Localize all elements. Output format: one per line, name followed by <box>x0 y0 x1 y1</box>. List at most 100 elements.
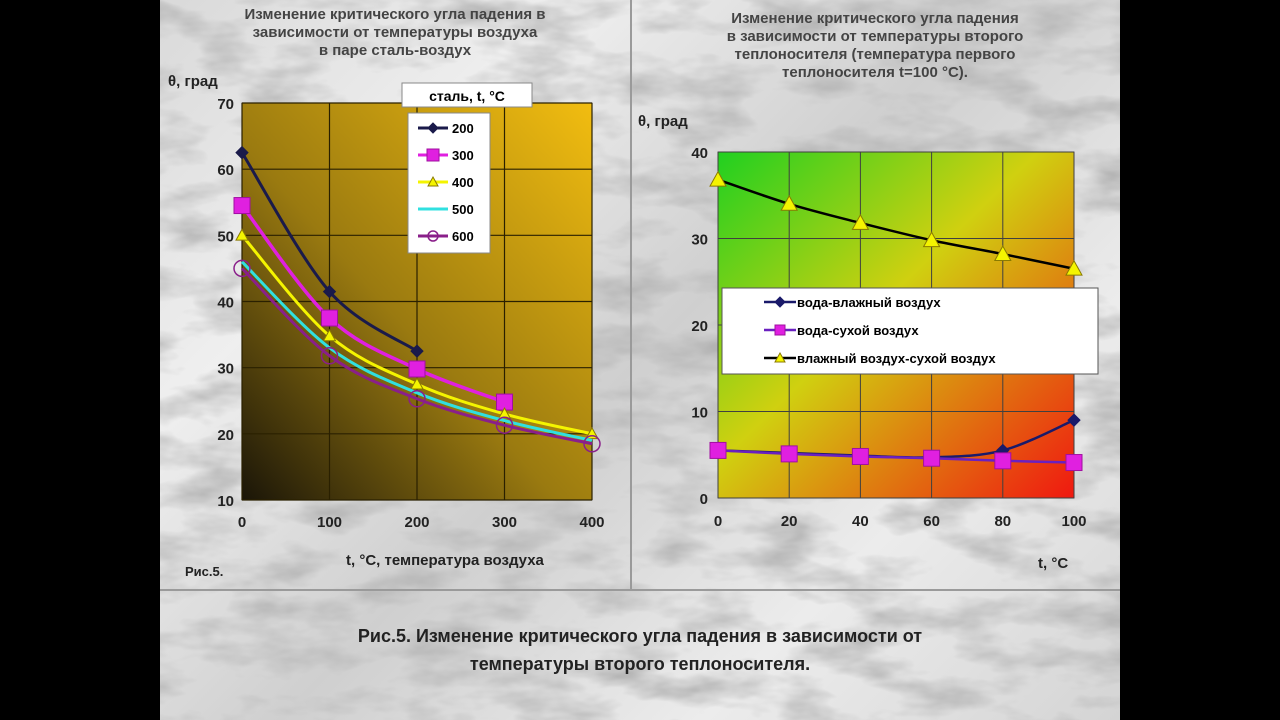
data-point <box>408 390 426 408</box>
x-tick-label: 400 <box>579 514 604 531</box>
y-tick-label: 70 <box>217 96 234 113</box>
series-200 <box>235 145 424 358</box>
left-title-line-3: в паре сталь-воздух <box>318 42 472 59</box>
legend-entry: 400 <box>452 175 474 190</box>
legend-entry: 300 <box>452 148 474 163</box>
legend-entry: 200 <box>452 121 474 136</box>
x-tick-label: 100 <box>317 514 342 531</box>
data-point <box>851 447 869 465</box>
data-point <box>994 452 1012 470</box>
data-point <box>923 449 941 467</box>
y-tick-label: 10 <box>691 405 708 422</box>
y-tick-label: 60 <box>217 162 234 179</box>
series-line <box>240 267 593 446</box>
y-tick-label: 20 <box>217 427 234 444</box>
data-point <box>497 406 512 420</box>
chart-left: 10 20 30 40 50 60 70 0 100 200 300 400 θ, град t, °C,… <box>168 73 605 569</box>
panel-divider-horizontal <box>160 589 1120 591</box>
x-tick-label: 20 <box>781 513 798 530</box>
y-tick-label: 40 <box>691 145 708 162</box>
series-line <box>240 234 593 436</box>
data-point <box>1065 259 1083 276</box>
data-point <box>233 197 251 215</box>
legend-entry: влажный воздух-сухой воздух <box>797 351 996 366</box>
data-point <box>1065 454 1083 472</box>
series-400 <box>235 228 599 440</box>
y-tick-label: 40 <box>217 295 234 312</box>
data-point <box>235 145 249 160</box>
series-2 <box>709 170 1083 276</box>
legend-marker <box>427 122 439 134</box>
legend-marker <box>774 324 786 336</box>
y-tick-label: 30 <box>691 232 708 249</box>
data-point <box>780 194 799 211</box>
figure-label: Рис.5. <box>185 564 224 579</box>
figure-caption: Рис.5. Изменение критического угла паден… <box>200 622 1080 678</box>
y-tick-label: 20 <box>691 318 708 335</box>
legend: вода-влажный воздух вода-сухой воздух влаж… <box>721 287 1099 375</box>
series-1 <box>709 441 1083 472</box>
data-point <box>410 344 424 358</box>
legend: сталь, t, °C 200 300 400 500 600 <box>401 82 533 254</box>
data-point <box>851 213 870 230</box>
legend-marker <box>774 296 786 308</box>
series-line <box>240 260 593 442</box>
data-point <box>495 416 514 434</box>
x-tick-label: 0 <box>238 514 246 531</box>
legend-marker <box>427 175 439 187</box>
y-tick-label: 0 <box>700 491 708 508</box>
caption-line-1: Рис.5. Изменение критического угла паден… <box>357 626 923 646</box>
chart-right: 0 10 20 30 40 0 20 40 60 80 100 θ, град t, °C вода-вл… <box>638 113 1099 572</box>
data-point <box>235 228 249 241</box>
slide: Изменение критического угла падения в за… <box>160 0 1120 720</box>
legend-title-box <box>401 82 533 108</box>
x-tick-label: 80 <box>994 513 1011 530</box>
legend-entry: вода-влажный воздух <box>797 295 941 310</box>
y-tick-label: 30 <box>217 361 234 378</box>
y-axis-label: θ, град <box>638 113 688 130</box>
data-point <box>410 377 424 390</box>
data-point <box>320 347 339 365</box>
data-point <box>322 328 337 342</box>
caption-line-2: температуры второго теплоносителя. <box>469 654 811 674</box>
series-line <box>717 178 1075 270</box>
panel-divider-vertical <box>630 0 632 590</box>
series-500 <box>240 260 593 442</box>
x-tick-label: 300 <box>492 514 517 531</box>
data-point <box>780 445 798 463</box>
right-title-line-1: Изменение критического угла падения <box>731 10 1019 27</box>
data-point <box>322 284 337 299</box>
x-tick-label: 200 <box>404 514 429 531</box>
y-tick-label: 50 <box>217 228 234 245</box>
x-tick-label: 40 <box>852 513 869 530</box>
left-title-line-1: Изменение критического угла падения в <box>244 6 546 23</box>
data-point <box>321 309 338 327</box>
legend-entry: вода-сухой воздух <box>797 323 919 338</box>
x-tick-label: 0 <box>714 513 722 530</box>
left-chart-title: Изменение критического угла падения в за… <box>170 6 620 60</box>
y-tick-label: 10 <box>217 493 234 510</box>
series-300 <box>233 197 513 411</box>
x-tick-label: 100 <box>1061 513 1086 530</box>
data-point <box>408 360 426 378</box>
series-600 <box>233 259 601 453</box>
legend-marker <box>427 230 439 242</box>
right-title-line-3: теплоносителя (температура первого <box>734 46 1016 63</box>
legend-title: сталь, t, °C <box>429 88 505 104</box>
data-point <box>922 231 941 248</box>
data-point <box>233 259 251 278</box>
left-title-line-2: зависимости от температуры воздуха <box>252 24 538 41</box>
data-point <box>993 245 1012 261</box>
legend-marker <box>426 148 440 162</box>
legend-marker <box>774 351 786 363</box>
data-point <box>709 170 727 187</box>
legend-entry: 500 <box>452 202 474 217</box>
right-chart-title: Изменение критического угла падения в за… <box>640 10 1110 82</box>
right-title-line-2: в зависимости от температуры второго <box>726 28 1024 45</box>
x-axis-label: t, °C, температура воздуха <box>346 552 545 569</box>
data-point <box>1067 413 1081 427</box>
data-point <box>583 435 601 453</box>
x-axis-label: t, °C <box>1038 555 1068 572</box>
x-tick-label: 60 <box>923 513 940 530</box>
right-title-line-4: теплоносителя t=100 °C). <box>782 64 968 81</box>
